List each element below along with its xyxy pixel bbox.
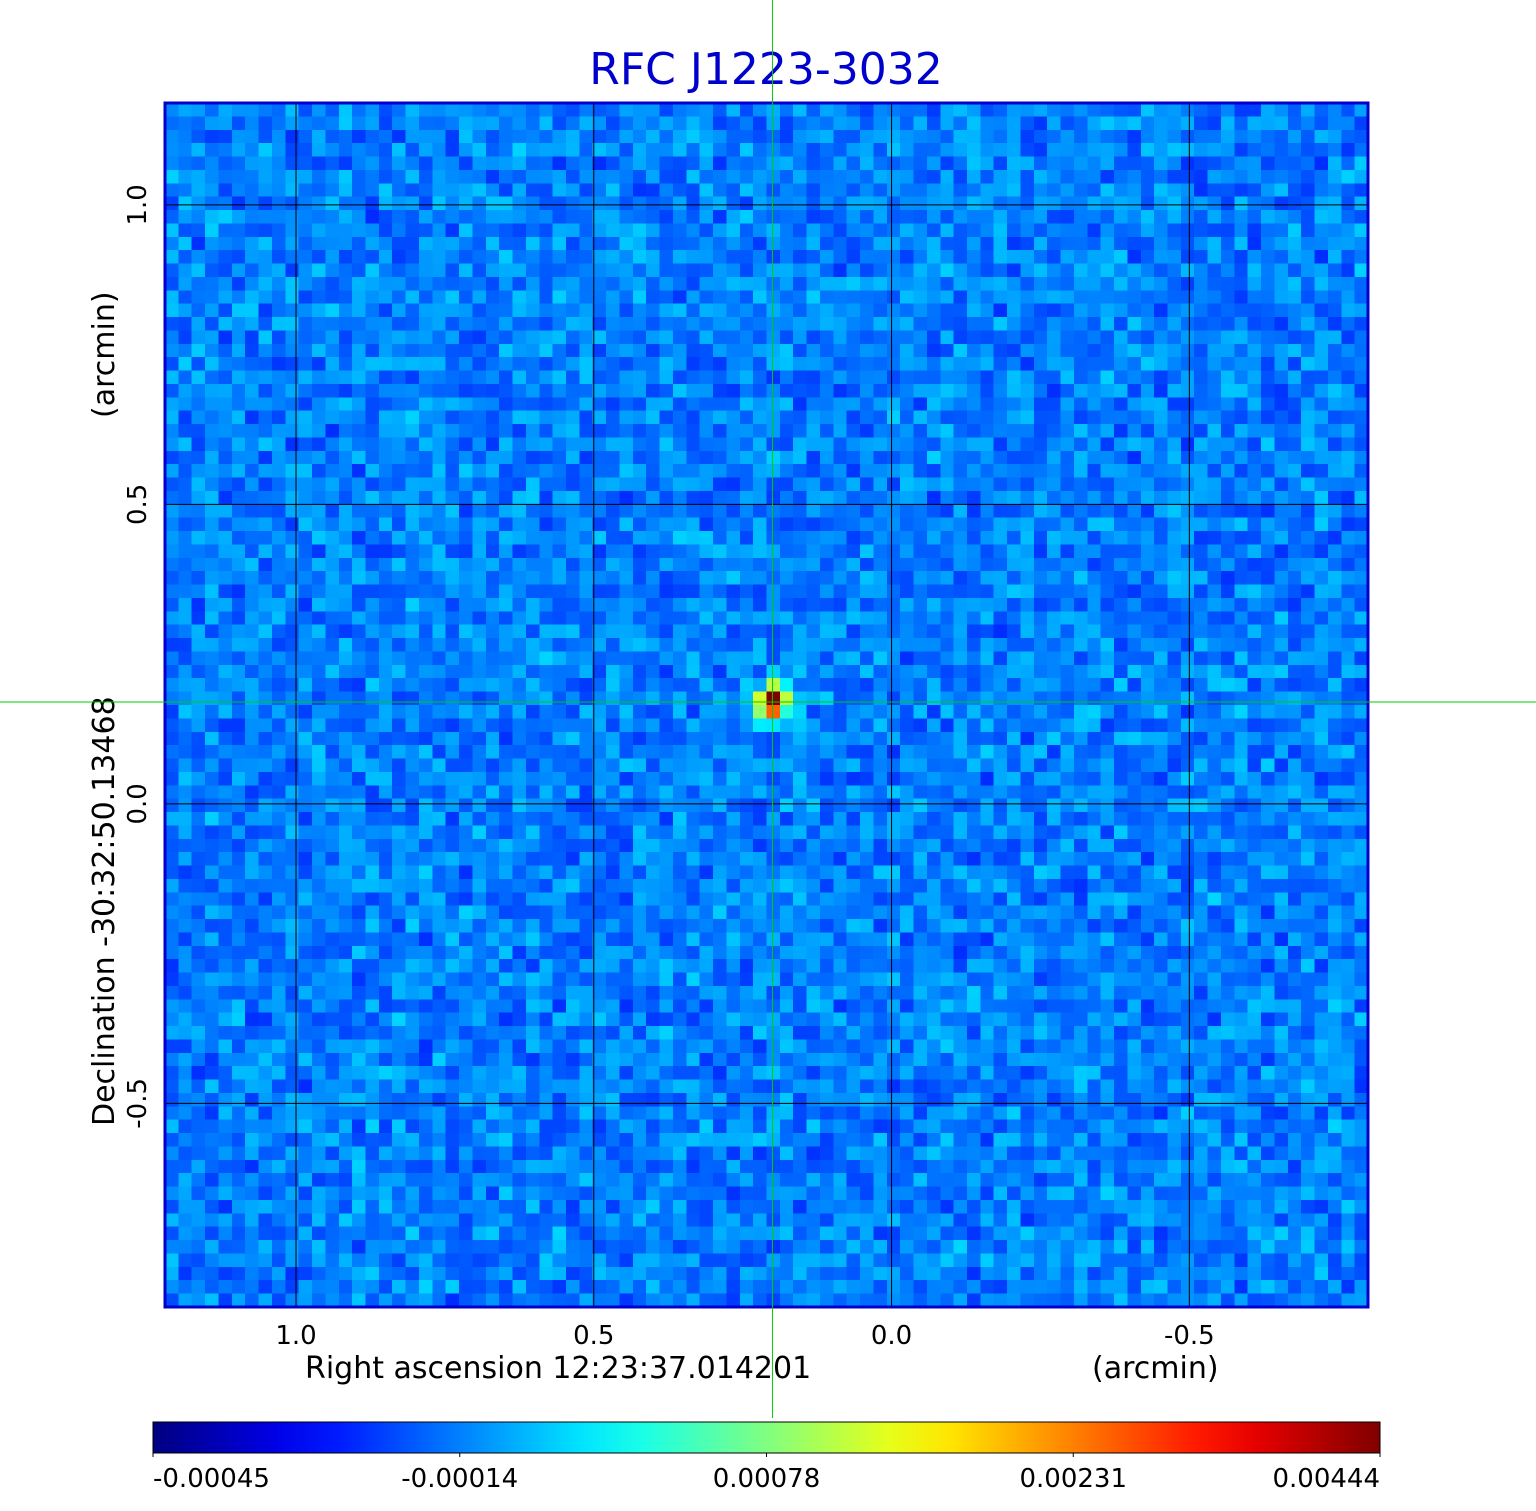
y-axis-ticks: 1.0 0.5 0.0 -0.5 [123,184,153,1129]
coordinate-grid [165,103,1368,1307]
chart-title: RFC J1223-3032 [589,44,942,95]
plot-frame [163,101,1370,1309]
colorbar-tick-label: 0.00078 [713,1464,821,1494]
x-tick-label: 1.0 [275,1321,316,1351]
x-tick-label: -0.5 [1164,1321,1215,1351]
x-axis-label: Right ascension 12:23:37.014201 [305,1351,811,1386]
colorbar-tick-label: 0.00444 [1272,1464,1380,1494]
colorbar-tick-label: 0.00231 [1019,1464,1127,1494]
colorbar-tick-label: -0.00045 [153,1464,270,1494]
heatmap-pixels [165,103,1368,1307]
x-axis-ticks: 1.0 0.5 0.0 -0.5 [275,1321,1214,1351]
y-tick-label: 1.0 [123,184,153,225]
heatmap-image [165,103,1368,1307]
y-axis-label: Declination -30:32:50.13468 [87,696,122,1126]
colorbar-tick-label: -0.00014 [401,1464,518,1494]
x-tick-label: 0.0 [871,1321,912,1351]
y-axis-unit: (arcmin) [87,291,122,418]
y-tick-label: 0.5 [123,484,153,525]
y-tick-label: 0.0 [123,783,153,824]
y-tick-label: -0.5 [123,1078,153,1129]
colorbar: -0.00045 -0.00014 0.00078 0.00231 0.00444 [152,1421,1381,1494]
crosshair [0,0,1536,1418]
colorbar-gradient [152,1421,1381,1454]
x-axis-unit: (arcmin) [1092,1351,1219,1386]
x-tick-label: 0.5 [573,1321,614,1351]
